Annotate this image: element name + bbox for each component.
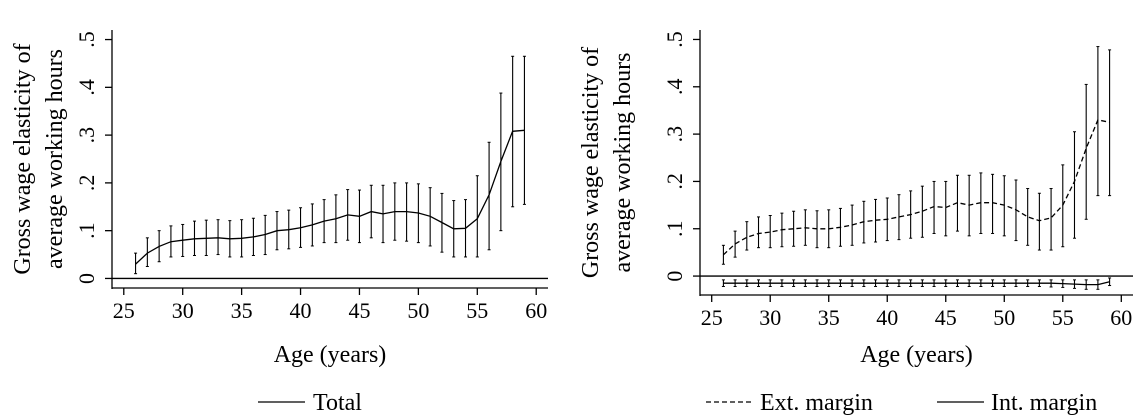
y-tick-label: 0 bbox=[74, 273, 99, 284]
x-tick-label: 45 bbox=[348, 298, 370, 323]
series-int-margin bbox=[721, 277, 1112, 290]
x-tick-label: 30 bbox=[172, 298, 194, 323]
x-tick-label: 35 bbox=[818, 305, 840, 330]
chart-panel-total: 25 30 35 40 45 50 55 60 0 .1 .2 .3 .4 .5 Gross wage el… bbox=[10, 30, 548, 416]
x-tick-label: 50 bbox=[993, 305, 1015, 330]
x-axis-title: Age (years) bbox=[274, 342, 387, 368]
series-line bbox=[135, 129, 525, 265]
series-total bbox=[134, 55, 526, 275]
legend-label: Ext. margin bbox=[760, 390, 873, 416]
x-axis-title: Age (years) bbox=[860, 342, 973, 368]
y-tick-label: .4 bbox=[74, 79, 99, 96]
x-tick-label: 30 bbox=[759, 305, 781, 330]
y-tick-label: .4 bbox=[662, 79, 687, 96]
chart-panel-margins: 25 30 35 40 45 50 55 60 0 .1 .2 .3 .4 .5 Gross wage el… bbox=[578, 30, 1133, 416]
legend-label: Total bbox=[313, 390, 362, 416]
y-axis-title: Gross wage elasticity of bbox=[10, 43, 36, 274]
y-axis-title: average working hours bbox=[42, 49, 68, 269]
y-tick-label: 0 bbox=[662, 271, 687, 282]
y-tick-label: .5 bbox=[662, 31, 687, 48]
y-axis-title: average working hours bbox=[610, 53, 636, 273]
x-tick-label: 55 bbox=[1052, 305, 1074, 330]
legend-label: Int. margin bbox=[991, 390, 1097, 416]
x-tick-label: 35 bbox=[231, 298, 253, 323]
x-tick-label: 25 bbox=[113, 298, 135, 323]
y-axis-title: Gross wage elasticity of bbox=[578, 47, 604, 278]
x-tick-label: 40 bbox=[876, 305, 898, 330]
x-tick-label: 55 bbox=[466, 298, 488, 323]
x-tick-label: 40 bbox=[290, 298, 312, 323]
x-tick-label: 45 bbox=[935, 305, 957, 330]
x-tick-label: 25 bbox=[701, 305, 723, 330]
x-tick-label: 50 bbox=[407, 298, 429, 323]
x-tick-label: 60 bbox=[525, 298, 547, 323]
y-tick-label: .3 bbox=[74, 127, 99, 144]
y-tick-label: .5 bbox=[74, 31, 99, 48]
series-line bbox=[723, 281, 1110, 286]
y-tick-label: .3 bbox=[662, 126, 687, 143]
y-tick-label: .2 bbox=[74, 175, 99, 192]
series-line bbox=[722, 119, 1110, 256]
x-tick-label: 60 bbox=[1110, 305, 1132, 330]
series-ext-margin bbox=[721, 46, 1112, 265]
y-tick-label: .1 bbox=[662, 221, 687, 238]
y-tick-label: .2 bbox=[662, 173, 687, 190]
y-tick-label: .1 bbox=[74, 222, 99, 239]
